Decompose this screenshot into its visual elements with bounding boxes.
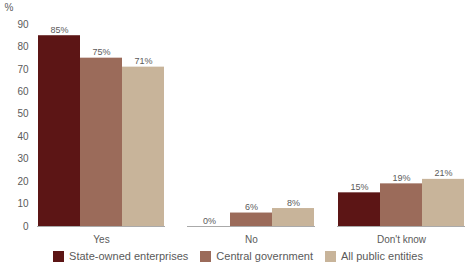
svg-text:80: 80 (17, 41, 29, 52)
svg-text:0%: 0% (203, 216, 216, 226)
svg-text:30: 30 (17, 153, 29, 164)
svg-text:40: 40 (17, 131, 29, 142)
svg-text:71%: 71% (134, 56, 152, 66)
svg-text:10: 10 (17, 198, 29, 209)
svg-text:%: % (5, 2, 14, 13)
svg-text:19%: 19% (392, 173, 410, 183)
svg-text:15%: 15% (350, 182, 368, 192)
svg-text:85%: 85% (50, 25, 68, 35)
svg-text:0: 0 (23, 221, 29, 232)
svg-text:6%: 6% (245, 202, 258, 212)
html-text:All public entities: All public entities (341, 250, 423, 262)
html-text:State-owned enterprises: State-owned enterprises (69, 250, 189, 262)
svg-text:Don't know: Don't know (377, 234, 427, 245)
svg-text:75%: 75% (92, 47, 110, 57)
svg-text:8%: 8% (287, 198, 300, 208)
svg-text:50: 50 (17, 108, 29, 119)
svg-text:70: 70 (17, 64, 29, 75)
svg-text:20: 20 (17, 176, 29, 187)
svg-text:90: 90 (17, 19, 29, 30)
svg-text:Yes: Yes (93, 234, 109, 245)
svg-text:21%: 21% (434, 168, 452, 178)
html-text:Central government: Central government (216, 250, 313, 262)
svg-text:No: No (245, 234, 258, 245)
svg-text:60: 60 (17, 86, 29, 97)
